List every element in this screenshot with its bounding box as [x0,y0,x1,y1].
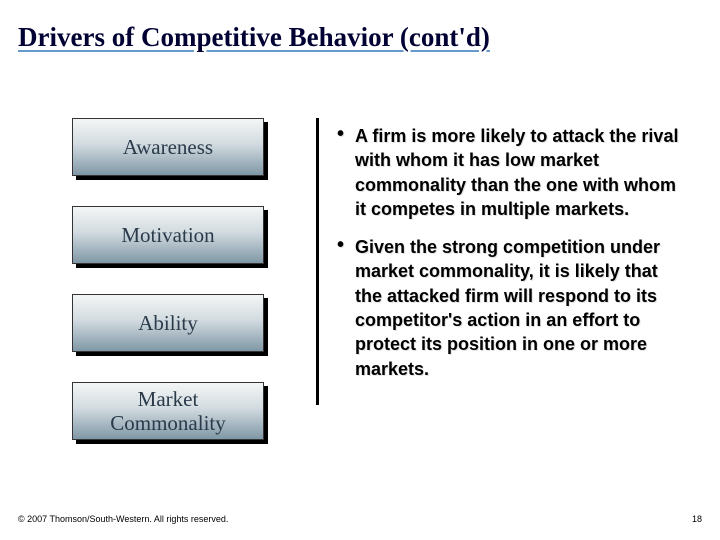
bullet-list: A firm is more likely to attack the riva… [333,124,686,381]
box-label: Motivation [121,223,214,247]
driver-box-awareness: Awareness [72,118,264,176]
bullet-panel: A firm is more likely to attack the riva… [316,118,686,405]
box-label: Ability [138,311,198,335]
driver-box-motivation: Motivation [72,206,264,264]
box-body: Motivation [72,206,264,264]
copyright-footer: © 2007 Thomson/South-Western. All rights… [18,514,228,524]
driver-box-ability: Ability [72,294,264,352]
box-label: Awareness [123,135,213,159]
box-body: MarketCommonality [72,382,264,440]
page-number: 18 [692,514,702,524]
box-body: Ability [72,294,264,352]
driver-box-market-commonality: MarketCommonality [72,382,264,440]
bullet-item: Given the strong competition under marke… [333,235,686,381]
box-body: Awareness [72,118,264,176]
driver-boxes: Awareness Motivation Ability MarketCommo… [72,118,264,440]
box-label: MarketCommonality [110,387,226,435]
bullet-item: A firm is more likely to attack the riva… [333,124,686,221]
page-title: Drivers of Competitive Behavior (cont'd) [18,22,490,53]
